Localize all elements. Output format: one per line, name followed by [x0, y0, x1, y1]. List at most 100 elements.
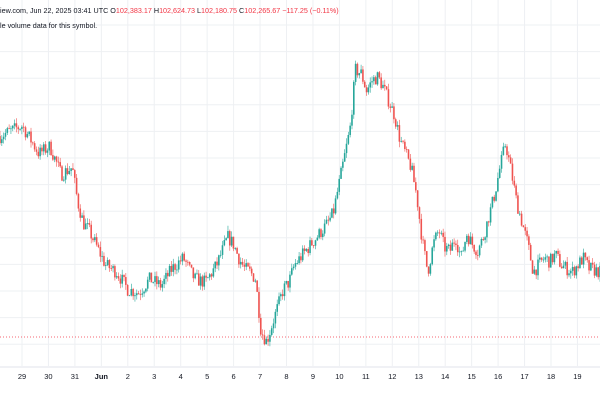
x-axis-tick-label: 3 — [152, 372, 156, 381]
candle-body — [10, 128, 12, 130]
candle-body — [88, 223, 91, 225]
candle-body — [418, 207, 421, 219]
x-axis-tick-label: 19 — [573, 372, 581, 381]
candle-body — [236, 248, 238, 254]
candle-body — [252, 273, 255, 282]
candle-body — [455, 243, 457, 245]
candle-body — [438, 232, 441, 234]
candle-body — [208, 274, 211, 278]
candle-body — [30, 131, 32, 143]
candle-body — [431, 247, 434, 265]
candle-body — [238, 253, 240, 265]
candle-body — [13, 123, 16, 126]
symbol-info-line: iew.com, Jun 22, 2025 03:41 UTC O102,383… — [0, 3, 339, 17]
candle-body — [157, 280, 160, 285]
candle-body — [81, 215, 83, 218]
candle-body — [265, 338, 268, 345]
x-axis-tick-label: Jun — [95, 372, 109, 381]
candle-body — [402, 140, 404, 142]
low-key: L — [197, 5, 202, 15]
candle-body — [130, 288, 133, 296]
candle-body — [272, 323, 275, 329]
candle-body — [405, 149, 408, 150]
chart-header: iew.com, Jun 22, 2025 03:41 UTC O102,383… — [0, 0, 600, 40]
candle-body — [593, 264, 596, 276]
candle-body — [199, 276, 202, 286]
candle-body — [489, 207, 492, 223]
candle-body — [329, 217, 331, 221]
candle-body — [68, 171, 71, 175]
candle-body — [323, 223, 326, 234]
candle-body — [55, 156, 58, 162]
candle-body — [444, 236, 446, 252]
x-axis-tick-label: 8 — [284, 372, 288, 381]
candle-body — [376, 72, 379, 85]
candle-body — [259, 317, 262, 335]
candle-body — [429, 264, 432, 274]
x-axis-tick-label: 14 — [441, 372, 449, 381]
candle-body — [52, 155, 54, 160]
candle-body — [307, 249, 310, 254]
candle-body — [4, 132, 7, 137]
candle-body — [477, 255, 479, 256]
candle-body — [582, 252, 585, 265]
candle-body — [506, 146, 508, 156]
candle-body — [498, 168, 501, 178]
candle-body — [239, 261, 242, 265]
candle-body — [420, 218, 423, 240]
candle-body — [360, 69, 362, 74]
ohlc-readout: O102,383.17 H102,624.73 L102,180.75 C102… — [110, 6, 338, 15]
candle-body — [241, 261, 244, 265]
candle-body — [387, 89, 390, 107]
candle-body — [292, 266, 295, 269]
candle-body — [491, 196, 494, 208]
candle-body — [72, 168, 74, 171]
candle-body — [560, 266, 563, 269]
candle-body — [303, 248, 306, 251]
x-axis-tick-label: 11 — [362, 372, 370, 381]
candle-body — [571, 266, 574, 271]
candle-body — [526, 230, 528, 237]
x-axis-tick-label: 5 — [205, 372, 209, 381]
candle-body — [219, 254, 222, 256]
candle-body — [385, 86, 388, 90]
candle-body — [409, 158, 412, 170]
candle-body — [597, 267, 599, 278]
candle-body — [42, 144, 45, 152]
candle-body — [79, 208, 82, 218]
candle-body — [435, 232, 437, 240]
candle-body — [57, 161, 60, 163]
close-value: 102,265.67 — [244, 5, 281, 15]
candle-body — [579, 257, 581, 269]
candle-body — [356, 63, 359, 76]
candle-body — [553, 253, 556, 263]
candle-body — [35, 149, 38, 152]
candle-body — [469, 236, 472, 245]
candle-body — [159, 280, 162, 288]
candle-body — [453, 242, 455, 244]
candle-body — [97, 244, 100, 248]
candle-body — [413, 165, 415, 183]
candle-body — [345, 143, 348, 154]
x-axis-tick-label: 9 — [311, 372, 315, 381]
candle-body — [411, 165, 413, 170]
candle-body — [137, 293, 140, 295]
x-axis-tick-label: 15 — [467, 372, 475, 381]
candle-body — [106, 260, 109, 266]
x-axis-tick-label: 16 — [494, 372, 502, 381]
candle-body — [75, 177, 78, 194]
candle-body — [64, 168, 67, 180]
candle-body — [216, 261, 218, 266]
candle-body — [112, 266, 114, 269]
candle-body — [580, 257, 583, 265]
candle-body — [205, 275, 207, 278]
candle-body — [478, 245, 481, 256]
candle-body — [59, 162, 61, 167]
candle-body — [577, 266, 579, 269]
candle-body — [440, 232, 443, 234]
candle-body — [424, 240, 426, 252]
candle-body — [391, 106, 393, 108]
candle-body — [332, 208, 335, 214]
candle-body — [312, 245, 315, 247]
